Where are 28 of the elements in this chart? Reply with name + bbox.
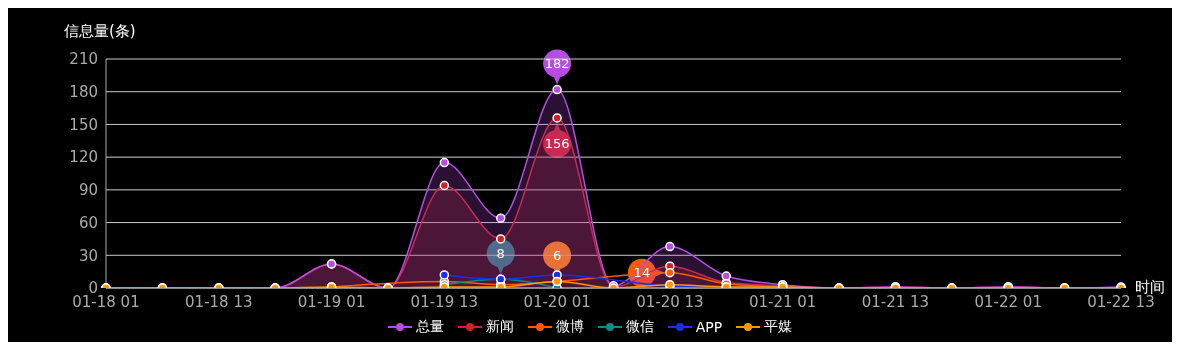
data-label: 182	[544, 56, 570, 72]
legend-label: 微博	[555, 318, 584, 336]
x-tick-label: 01-19 01	[297, 292, 366, 311]
legend-label: 平媒	[764, 318, 793, 336]
x-tick-label: 01-22 01	[974, 292, 1042, 311]
data-label: 14	[633, 265, 651, 281]
y-tick-label: 90	[78, 181, 98, 200]
y-tick-label: 180	[69, 83, 98, 102]
data-label: 8	[496, 245, 505, 261]
x-tick-label: 01-21 01	[748, 292, 817, 311]
x-tick-label: 01-21 13	[861, 292, 930, 311]
y-tick-label: 210	[69, 50, 98, 69]
legend-label: 总量	[415, 318, 444, 336]
legend-label: APP	[695, 319, 723, 335]
x-tick-label: 01-20 13	[636, 292, 704, 311]
data-label: 156	[544, 136, 570, 152]
legend-label: 新闻	[485, 318, 514, 336]
y-axis-title: 信息量(条)	[64, 22, 136, 41]
x-axis-title: 时间	[1135, 278, 1165, 296]
x-tick-label: 01-20 01	[523, 292, 591, 311]
x-tick-label: 01-19 13	[410, 292, 479, 311]
legend-label: 微信	[625, 318, 654, 336]
x-tick-label: 01-18 13	[185, 292, 253, 311]
y-tick-label: 120	[69, 148, 98, 167]
y-tick-label: 30	[78, 246, 98, 265]
y-tick-label: 150	[69, 115, 98, 134]
y-tick-label: 60	[78, 213, 98, 232]
data-label: 6	[552, 247, 562, 263]
